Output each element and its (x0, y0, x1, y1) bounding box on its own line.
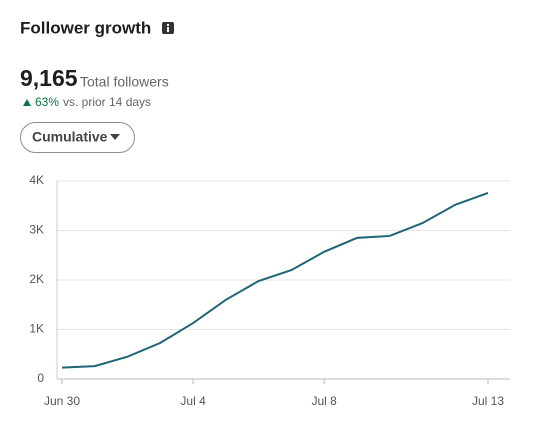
dropdown-label: Cumulative (32, 129, 108, 145)
y-tick-label: 4K (29, 173, 44, 187)
y-tick-label: 2K (29, 272, 44, 286)
mode-dropdown[interactable]: Cumulative (20, 122, 135, 153)
change-value: 63% (35, 95, 59, 109)
x-tick-label: Jul 8 (311, 394, 337, 408)
total-followers-count: 9,165 (20, 65, 78, 91)
info-icon-stem (167, 27, 169, 32)
card-title: Follower growth (20, 18, 151, 37)
plot: 0 1K 2K 3K 4K Jun 30 Jul 4 Jul 8 Jul 13 (29, 173, 510, 408)
info-icon-dot (167, 24, 169, 26)
dropdown-caret (110, 134, 120, 140)
info-icon[interactable] (162, 22, 174, 34)
x-tick-label: Jul 13 (472, 394, 504, 408)
y-tick-label: 3K (29, 223, 44, 237)
line-series (61, 191, 489, 369)
total-followers-label: Total followers (80, 74, 169, 90)
dropdown-border (20, 122, 135, 153)
x-tick-label: Jul 4 (180, 394, 206, 408)
y-tick-label: 0 (37, 371, 44, 385)
change-label: vs. prior 14 days (63, 95, 151, 109)
x-tick-label: Jun 30 (44, 394, 80, 408)
y-tick-label: 1K (29, 322, 44, 336)
up-arrow (23, 99, 31, 106)
